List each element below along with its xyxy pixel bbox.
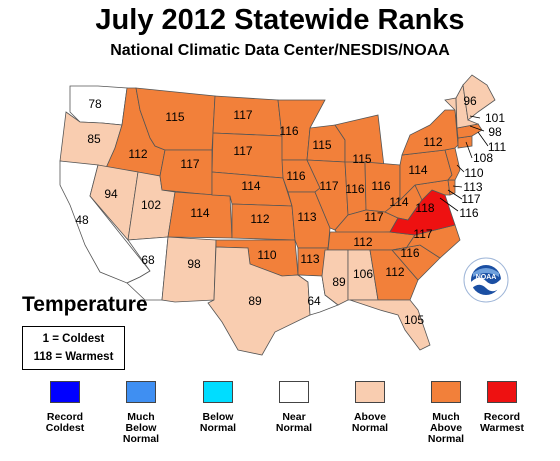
legend-label-much-above-normal: Much Above Normal — [427, 411, 465, 445]
rank-idaho: 112 — [128, 147, 147, 161]
rank-mississippi: 89 — [332, 275, 346, 289]
rank-arkansas: 113 — [300, 252, 319, 266]
scale-coldest: 1 = Coldest — [42, 333, 105, 345]
legend-heading: Temperature — [22, 293, 148, 316]
rank-washington: 78 — [88, 97, 102, 111]
rank-wyoming: 117 — [180, 157, 199, 171]
swatch-much-below-normal — [126, 381, 156, 403]
rank-florida: 105 — [404, 313, 424, 327]
legend-label-above-normal: Above Normal — [351, 411, 389, 434]
rank-maine: 96 — [463, 94, 477, 108]
category-legend: Record Coldest Much Below Normal Below Norma… — [0, 381, 560, 461]
legend-item-above-normal: Above Normal — [330, 381, 410, 434]
rank-texas: 89 — [248, 294, 262, 308]
rank-minnesota: 116 — [279, 124, 298, 138]
rank-utah: 102 — [141, 198, 161, 212]
rank-missouri: 113 — [297, 210, 316, 224]
rank-montana: 115 — [165, 110, 184, 124]
rank-south-carolina: 116 — [400, 246, 419, 260]
rank-delaware: 113 — [463, 180, 482, 194]
rank-nevada: 94 — [104, 187, 118, 201]
rank-louisiana: 64 — [307, 294, 321, 308]
rank-california: 48 — [75, 213, 89, 227]
legend-label-much-below-normal: Much Below Normal — [122, 411, 160, 445]
noaa-logo: NOAA — [463, 257, 509, 303]
rank-connecticut: 108 — [473, 151, 493, 165]
rank-maryland: 117 — [461, 192, 480, 206]
rank-labels: 78 85 48 112 94 102 68 115 117 114 98 11… — [75, 94, 506, 327]
legend-item-near-normal: Near Normal — [254, 381, 334, 434]
rank-north-carolina: 117 — [413, 227, 432, 241]
rank-alabama: 106 — [353, 267, 373, 281]
rank-new-mexico: 98 — [187, 257, 201, 271]
rank-colorado: 114 — [190, 206, 209, 220]
noaa-logo-text: NOAA — [476, 274, 497, 281]
swatch-record-warmest — [487, 381, 517, 403]
legend-label-near-normal: Near Normal — [275, 411, 313, 434]
swatch-record-coldest — [50, 381, 80, 403]
map-subtitle: National Climatic Data Center/NESDIS/NOA… — [110, 42, 450, 59]
map-title: July 2012 Statewide Ranks — [95, 4, 465, 36]
swatch-below-normal — [203, 381, 233, 403]
legend-item-much-below-normal: Much Below Normal — [101, 381, 181, 445]
rank-oregon: 85 — [87, 132, 101, 146]
rank-west-virginia: 114 — [389, 195, 408, 209]
rank-south-dakota: 117 — [233, 144, 252, 158]
rank-virginia: 118 — [415, 201, 434, 215]
rank-arizona: 68 — [141, 253, 155, 267]
rank-new-york: 112 — [423, 135, 442, 149]
rank-north-dakota: 117 — [233, 108, 252, 122]
scale-warmest: 118 = Warmest — [33, 351, 114, 363]
legend-label-record-coldest: Record Coldest — [45, 411, 85, 434]
rank-nebraska: 114 — [241, 179, 260, 193]
rank-georgia: 112 — [385, 265, 404, 279]
rank-new-jersey: 110 — [464, 166, 483, 180]
state-florida — [349, 299, 431, 351]
rank-indiana: 116 — [345, 182, 364, 196]
rank-michigan: 115 — [352, 152, 371, 166]
swatch-much-above-normal — [431, 381, 461, 403]
rank-illinois: 117 — [319, 179, 338, 193]
state-new-hampshire — [455, 83, 480, 129]
rank-oklahoma: 110 — [257, 248, 276, 262]
swatch-near-normal — [279, 381, 309, 403]
rank-massachusetts: 111 — [488, 140, 507, 154]
rank-wisconsin: 115 — [312, 138, 331, 152]
legend-label-below-normal: Below Normal — [199, 411, 237, 434]
rank-pennsylvania: 114 — [408, 163, 427, 177]
rank-ohio: 116 — [371, 179, 390, 193]
legend-item-record-coldest: Record Coldest — [25, 381, 105, 434]
swatch-above-normal — [355, 381, 385, 403]
rank-new-hampshire: 98 — [488, 125, 502, 139]
state-new-mexico — [161, 236, 217, 303]
rank-vermont: 101 — [485, 111, 505, 125]
rank-kentucky: 117 — [364, 210, 383, 224]
legend-item-below-normal: Below Normal — [178, 381, 258, 434]
legend-label-record-warmest: Record Warmest — [480, 411, 524, 434]
rank-dc: 116 — [459, 206, 478, 220]
rank-iowa: 116 — [286, 169, 305, 183]
state-georgia — [369, 249, 419, 301]
rank-kansas: 112 — [250, 212, 269, 226]
rank-scale-note: 1 = Coldest 118 = Warmest — [22, 326, 125, 370]
rank-tennessee: 112 — [353, 235, 372, 249]
legend-item-much-above-normal: Much Above Normal — [406, 381, 486, 445]
legend-item-record-warmest: Record Warmest — [462, 381, 542, 434]
state-texas — [207, 246, 311, 356]
state-maine — [462, 74, 496, 121]
